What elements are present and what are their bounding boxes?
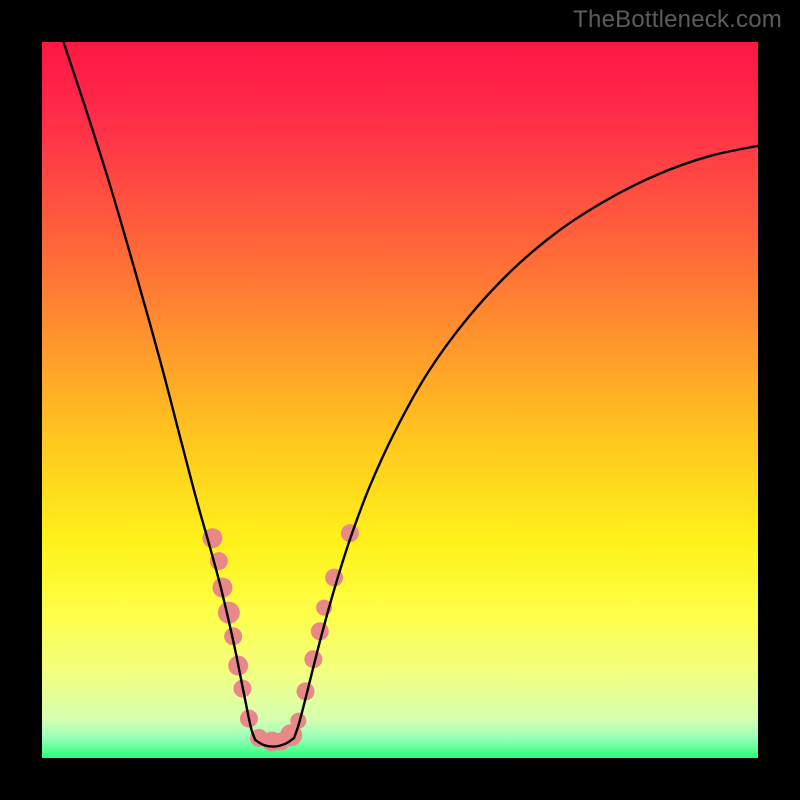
green-bottom-band [42, 737, 758, 758]
gradient-background [42, 42, 758, 758]
chart-stage: TheBottleneck.com [0, 0, 800, 800]
watermark-text: TheBottleneck.com [573, 6, 782, 34]
